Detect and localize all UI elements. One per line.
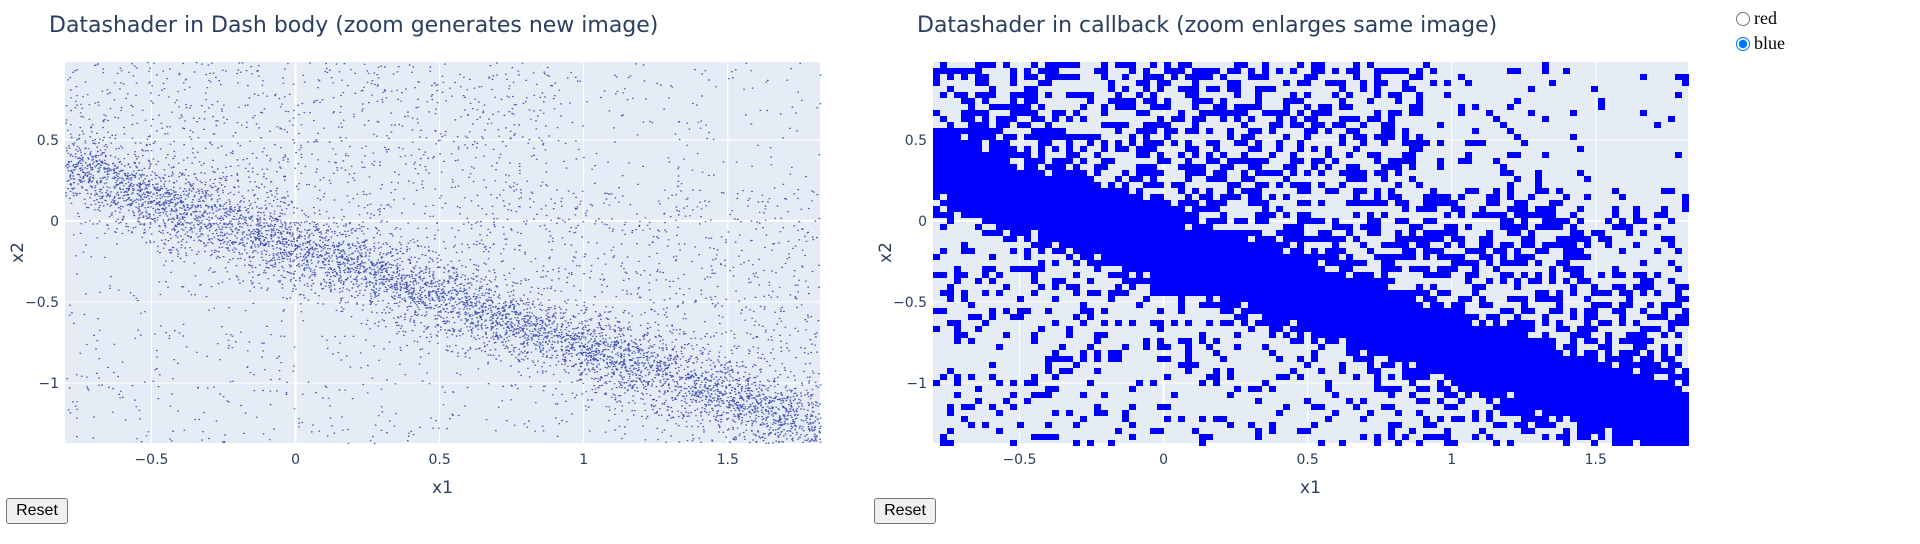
x-tick-label: 1.5 (717, 452, 739, 468)
datashader-image (933, 62, 1689, 446)
y-axis-title: x2 (876, 242, 896, 263)
x-tick-label: 0 (291, 452, 300, 468)
radio-option-red[interactable]: red (1736, 6, 1785, 31)
y-tick-label: 0 (50, 214, 59, 230)
y-tick-label: −0.5 (25, 295, 59, 311)
y-tick-label: 0.5 (37, 133, 59, 149)
x-tick-label: 1.5 (1585, 452, 1607, 468)
left-reset-button[interactable]: Reset (6, 498, 68, 524)
plot-background (65, 62, 820, 443)
radio-option-blue[interactable]: blue (1736, 31, 1785, 56)
x-axis-title: x1 (1300, 478, 1321, 498)
x-tick-label: −0.5 (134, 452, 168, 468)
radio-red-label: red (1754, 8, 1777, 28)
color-radio-group: red blue (1736, 6, 1785, 56)
right-reset-button[interactable]: Reset (874, 498, 936, 524)
y-tick-label: −0.5 (893, 295, 927, 311)
x-tick-label: 0 (1159, 452, 1168, 468)
x-axis-title: x1 (432, 478, 453, 498)
left-plot-panel: Datashader in Dash body (zoom generates … (0, 0, 860, 544)
left-datashader-plot[interactable]: −0.5 0 0.5 1 1.5 0.5 0 −0.5 −1 x1 x2 (0, 0, 860, 500)
x-tick-label: 1 (1447, 452, 1456, 468)
right-plot-title: Datashader in callback (zoom enlarges sa… (917, 13, 1498, 38)
left-plot-title: Datashader in Dash body (zoom generates … (49, 13, 659, 38)
y-axis-title: x2 (8, 242, 28, 263)
x-tick-label: 1 (579, 452, 588, 468)
y-tick-label: 0 (918, 214, 927, 230)
radio-red[interactable] (1736, 11, 1750, 26)
y-tick-label: −1 (38, 376, 59, 392)
radio-blue-label: blue (1754, 33, 1785, 53)
radio-blue[interactable] (1736, 36, 1750, 51)
x-tick-label: −0.5 (1002, 452, 1036, 468)
right-datashader-plot[interactable]: −0.5 0 0.5 1 1.5 0.5 0 −0.5 −1 x1 x2 (868, 0, 1728, 500)
x-tick-label: 0.5 (428, 452, 450, 468)
right-plot-panel: Datashader in callback (zoom enlarges sa… (868, 0, 1728, 544)
y-tick-label: −1 (906, 376, 927, 392)
y-tick-label: 0.5 (905, 133, 927, 149)
x-tick-label: 0.5 (1296, 452, 1318, 468)
